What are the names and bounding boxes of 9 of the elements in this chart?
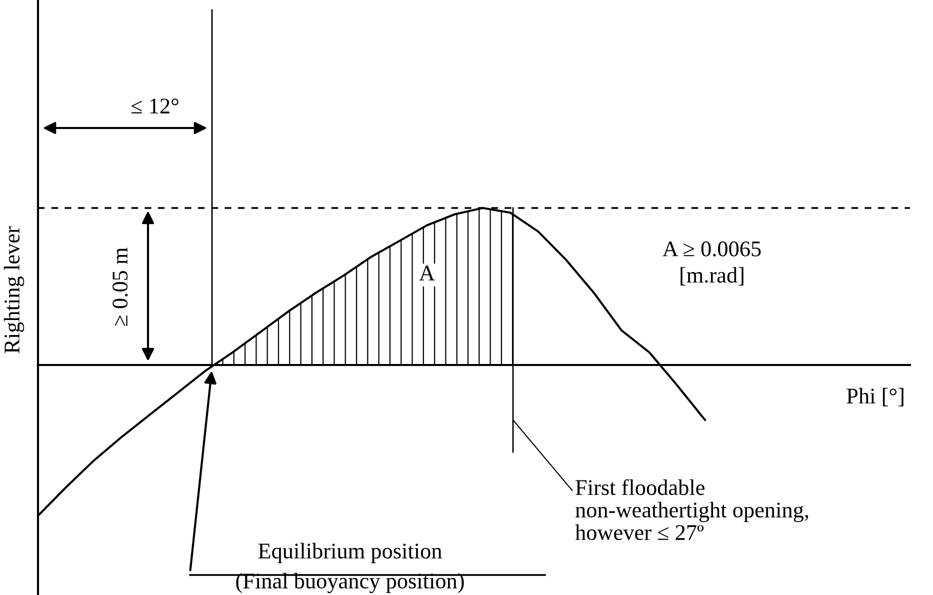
- y-axis-title: Righting lever: [4, 226, 24, 354]
- text: (Final buoyancy position): [236, 572, 464, 594]
- text: ≤ 12°: [131, 98, 178, 114]
- annotation: ≥ 0.05 m: [112, 248, 128, 326]
- annotation: First floodable non-weathertight opening, however ≤ 27º: [575, 479, 808, 540]
- text: Phi [°]: [846, 388, 904, 406]
- text: Equilibrium position: [258, 542, 442, 564]
- annotation: A: [419, 266, 435, 280]
- annotation: A ≥ 0.0065 [m.rad]: [662, 241, 761, 286]
